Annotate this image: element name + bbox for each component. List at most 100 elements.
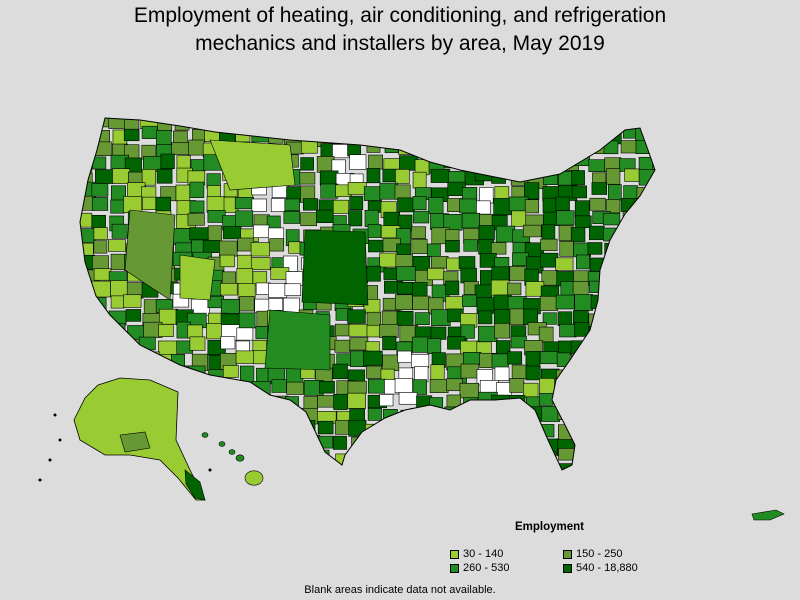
area-region	[573, 393, 590, 411]
area-region	[395, 435, 414, 452]
area-region	[80, 322, 93, 339]
area-region	[173, 130, 188, 145]
area-region	[654, 350, 655, 363]
area-region	[556, 352, 571, 367]
area-region	[556, 377, 576, 392]
area-region	[523, 382, 539, 398]
area-region	[80, 337, 97, 350]
area-region	[525, 128, 540, 144]
area-region	[237, 254, 252, 270]
area-region	[367, 224, 382, 238]
area-region	[478, 225, 495, 240]
area-region	[445, 240, 460, 253]
area-region	[555, 118, 570, 126]
area-region	[539, 378, 555, 395]
area-region	[619, 467, 636, 470]
area-region	[432, 128, 452, 143]
area-region	[638, 253, 655, 268]
area-region	[475, 465, 495, 470]
area-region	[239, 365, 255, 383]
area-region	[431, 255, 449, 269]
area-region	[238, 423, 252, 437]
map-title-line-2: mechanics and installers by area, May 20…	[195, 32, 605, 55]
island-dot	[58, 438, 62, 442]
area-region	[379, 465, 399, 470]
area-region	[284, 198, 300, 212]
area-region	[650, 311, 655, 326]
area-region	[636, 383, 651, 401]
area-region	[621, 395, 636, 411]
area-region	[511, 210, 527, 227]
area-region	[348, 323, 368, 337]
legend-swatch	[563, 549, 572, 559]
area-region	[396, 281, 414, 295]
area-region	[591, 182, 608, 195]
legend-swatch	[563, 563, 572, 573]
area-region	[539, 295, 558, 311]
area-region	[256, 452, 271, 467]
area-region	[250, 257, 271, 271]
area-region	[414, 312, 430, 326]
area-region	[111, 223, 128, 239]
area-region	[299, 172, 316, 185]
legend-item-540-18880: 540 - 18,880	[563, 562, 638, 574]
island-dot	[38, 478, 42, 482]
area-region	[463, 239, 478, 252]
area-region	[124, 209, 176, 301]
area-region	[559, 126, 574, 144]
map-title: Employment of heating, air conditioning,…	[0, 2, 800, 58]
area-region	[590, 419, 606, 435]
area-region	[539, 351, 559, 365]
area-region	[494, 421, 512, 436]
area-region	[396, 310, 414, 326]
area-region	[559, 240, 574, 257]
area-region	[639, 240, 654, 255]
area-region	[303, 118, 319, 129]
area-region	[251, 198, 267, 212]
area-region	[635, 140, 653, 155]
area-region	[575, 254, 590, 270]
area-region	[80, 141, 90, 156]
area-region	[461, 212, 480, 229]
area-region	[141, 125, 158, 139]
area-region	[224, 118, 240, 130]
area-region	[272, 420, 291, 435]
area-region	[491, 167, 506, 184]
area-region	[284, 283, 301, 296]
area-region	[638, 224, 655, 241]
area-region	[91, 197, 109, 211]
area-region	[382, 354, 400, 371]
area-region	[268, 127, 284, 144]
area-region	[108, 239, 126, 252]
area-region	[637, 312, 653, 327]
area-region	[445, 453, 464, 468]
area-region	[522, 450, 543, 466]
area-region	[123, 353, 140, 366]
area-region	[624, 118, 641, 130]
area-region	[394, 184, 411, 200]
area-region	[363, 186, 382, 201]
area-region	[379, 394, 394, 407]
area-region	[494, 366, 510, 381]
area-region	[218, 379, 234, 392]
area-region	[509, 433, 524, 447]
area-region	[272, 118, 289, 129]
area-region	[589, 409, 604, 425]
area-region	[620, 436, 638, 451]
area-region	[427, 338, 442, 355]
island-dot	[53, 413, 57, 417]
area-region	[430, 438, 450, 452]
area-region	[286, 452, 303, 468]
area-region	[300, 212, 317, 227]
area-region	[207, 396, 222, 414]
area-region	[509, 452, 527, 466]
area-region	[204, 118, 219, 131]
legend-label: 150 - 250	[576, 548, 623, 560]
area-region	[651, 410, 655, 426]
area-region	[430, 168, 451, 183]
area-region	[365, 423, 381, 441]
area-region	[383, 422, 400, 438]
area-region	[222, 365, 239, 378]
area-region	[525, 439, 540, 456]
area-region	[109, 341, 128, 358]
